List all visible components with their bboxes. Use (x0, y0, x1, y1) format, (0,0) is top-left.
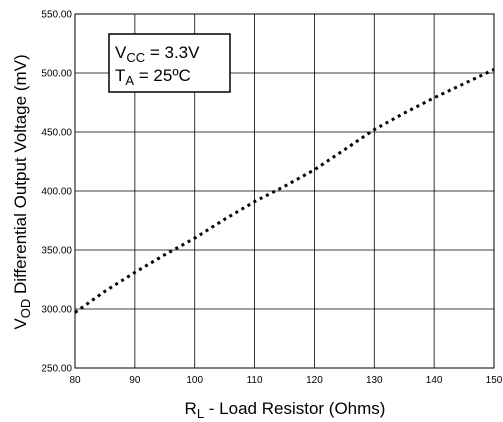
x-tick-label: 110 (247, 375, 263, 386)
y-tick-labels: 250.00 300.00 350.00 400.00 450.00 500.00 550.… (41, 10, 72, 375)
conditions-box (108, 33, 231, 93)
x-tick-label: 130 (366, 375, 383, 386)
condition-ta: TA = 25ºC (115, 66, 191, 88)
condition-vcc: VCC = 3.3V (115, 43, 200, 65)
x-tick-label: 150 (486, 375, 503, 386)
x-tick-label: 90 (129, 375, 141, 386)
y-tick-label: 400.00 (41, 187, 72, 198)
x-tick-label: 80 (69, 375, 81, 386)
y-tick-label: 450.00 (41, 128, 72, 139)
y-tick-label: 500.00 (41, 69, 72, 80)
x-tick-label: 140 (426, 375, 443, 386)
x-tick-label: 100 (186, 375, 203, 386)
x-tick-label: 120 (306, 375, 323, 386)
series-line (74, 68, 495, 314)
y-axis-title: VOD Differential Output Voltage (mV) (11, 54, 33, 329)
x-tick-labels: 80 90 100 110 120 130 140 150 (69, 375, 502, 386)
y-tick-label: 250.00 (41, 364, 72, 375)
y-tick-label: 550.00 (41, 10, 72, 21)
y-tick-label: 350.00 (41, 246, 72, 257)
x-axis-title: RL - Load Resistor (Ohms) (185, 399, 386, 421)
plot-frame (74, 13, 495, 369)
y-tick-label: 300.00 (41, 305, 72, 316)
